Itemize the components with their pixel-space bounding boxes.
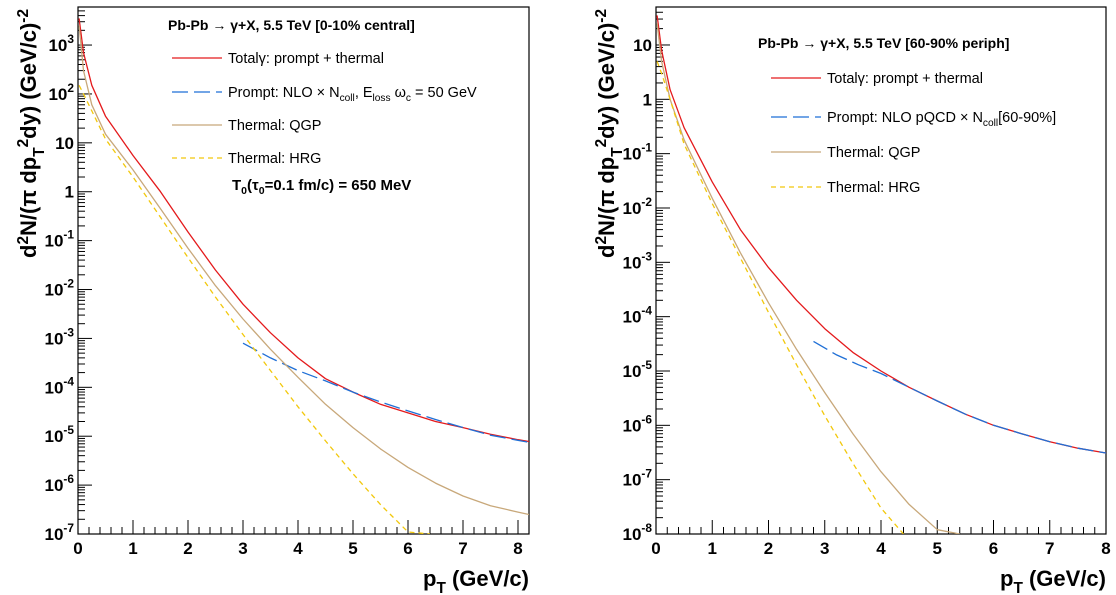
chart-header: Pb-Pb → γ+X, 5.5 TeV [0-10% central] — [168, 17, 415, 33]
y-tick-label: 103 — [48, 32, 74, 55]
x-tick-label: 8 — [1101, 539, 1110, 558]
x-tick-label: 3 — [238, 539, 247, 558]
y-tick-label: 10-6 — [623, 412, 653, 435]
y-tick-label: 10-7 — [623, 467, 653, 490]
y-tick-label: 1 — [65, 183, 74, 202]
y-tick-label: 10-6 — [45, 472, 75, 495]
series-line-3 — [78, 85, 431, 534]
y-tick-label: 10 — [633, 36, 652, 55]
y-tick-label: 102 — [48, 81, 74, 104]
x-axis: 0 1 2 3 4 5 6 7 8 — [651, 520, 1111, 558]
x-tick-label: 5 — [933, 539, 942, 558]
series-group — [78, 18, 529, 534]
x-tick-label: 0 — [73, 539, 82, 558]
x-tick-label: 1 — [128, 539, 137, 558]
chart-right: 0 1 2 3 4 5 6 7 810-810-710-610-510-410-310-210-… — [593, 6, 1111, 595]
series-line-3 — [656, 61, 904, 534]
y-tick-label: 10-3 — [45, 325, 75, 348]
y-tick-label: 10-2 — [45, 277, 75, 300]
chart-header: Pb-Pb → γ+X, 5.5 TeV [60-90% periph] — [758, 35, 1009, 51]
legend-label-0: Totalγ: prompt + thermal — [827, 71, 983, 87]
y-tick-label: 10-5 — [623, 358, 653, 381]
series-line-2 — [656, 23, 960, 534]
y-tick-label: 10-5 — [45, 423, 75, 446]
y-tick-label: 10-8 — [623, 521, 653, 544]
legend: Totalγ: prompt + thermal Prompt: NLO × Nc… — [172, 51, 477, 167]
y-axis-title: d2N/(π dpT2dy) (GeV/c)-2 — [593, 9, 626, 258]
y-tick-label: 10 — [55, 134, 74, 153]
x-tick-label: 2 — [183, 539, 192, 558]
series-line-0 — [78, 18, 529, 443]
y-tick-label: 10-7 — [45, 521, 75, 544]
y-tick-label: 10-4 — [45, 374, 75, 397]
y-axis-title: d2N/(π dpT2dy) (GeV/c)-2 — [15, 9, 48, 258]
x-tick-label: 1 — [708, 539, 717, 558]
legend-label-1: Prompt: NLO pQCD × Ncoll[60-90%] — [827, 110, 1056, 129]
y-tick-label: 1 — [643, 90, 652, 109]
x-tick-label: 4 — [293, 539, 303, 558]
series-line-2 — [78, 25, 529, 516]
x-tick-label: 2 — [764, 539, 773, 558]
y-tick-label: 10-3 — [623, 249, 653, 272]
y-axis: 10-7 10-6 10-5 10-4 10-3 10-2 10-1 1 10 102 103 — [45, 6, 92, 544]
legend-label-2: Thermal: QGP — [827, 145, 920, 161]
x-tick-label: 4 — [876, 539, 886, 558]
x-tick-label: 7 — [1045, 539, 1054, 558]
chart-left: 0 1 2 3 4 5 6 7 810-710-610-510-410-310-210-1110… — [15, 6, 530, 595]
x-tick-label: 5 — [348, 539, 357, 558]
series-group — [656, 15, 1106, 534]
legend-label-2: Thermal: QGP — [228, 118, 321, 134]
x-tick-label: 6 — [989, 539, 998, 558]
x-axis-title: pT (GeV/c) — [423, 566, 529, 595]
legend-label-1: Prompt: NLO × Ncoll, Eloss ωc = 50 GeV — [228, 85, 477, 104]
y-tick-label: 10-1 — [623, 141, 653, 164]
x-tick-label: 6 — [403, 539, 412, 558]
y-axis: 10-8 10-7 10-6 10-5 10-4 10-3 10-2 10-1 1 10 — [623, 6, 670, 544]
x-axis: 0 1 2 3 4 5 6 7 8 — [73, 520, 530, 558]
annotation: T0(τ0=0.1 fm/c) = 650 MeV — [232, 177, 411, 197]
x-tick-label: 8 — [513, 539, 522, 558]
series-line-1 — [242, 342, 529, 443]
x-tick-label: 3 — [820, 539, 829, 558]
y-tick-label: 10-2 — [623, 195, 653, 218]
legend-label-3: Thermal: HRG — [827, 180, 920, 196]
legend: Totalγ: prompt + thermal Prompt: NLO pQCD… — [771, 71, 1056, 196]
series-line-1 — [813, 340, 1106, 454]
legend-label-0: Totalγ: prompt + thermal — [228, 51, 384, 67]
plot-frame — [77, 6, 530, 535]
y-tick-label: 10-4 — [623, 304, 653, 327]
x-tick-label: 0 — [651, 539, 660, 558]
legend-label-3: Thermal: HRG — [228, 151, 321, 167]
x-tick-label: 7 — [458, 539, 467, 558]
x-axis-title: pT (GeV/c) — [1000, 566, 1106, 595]
y-tick-label: 10-1 — [45, 228, 75, 251]
